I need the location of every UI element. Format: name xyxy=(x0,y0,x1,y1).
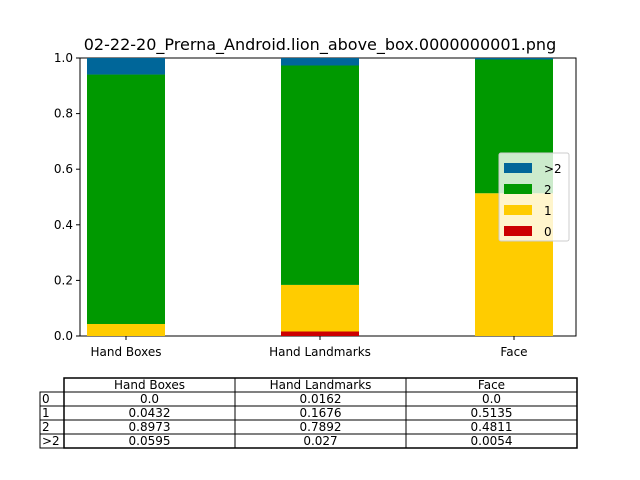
y-tick-label: 0.2 xyxy=(54,273,73,287)
legend-swatch xyxy=(504,163,532,173)
legend-box xyxy=(498,152,570,242)
table-cell-value: 0.4811 xyxy=(471,420,513,434)
legend-label: 2 xyxy=(544,183,552,197)
y-tick-label: 0.4 xyxy=(54,218,73,232)
table-cell-value: 0.0595 xyxy=(129,434,171,448)
table-row-label: 2 xyxy=(42,420,50,434)
legend-label: 0 xyxy=(544,225,552,239)
table-cell-value: 0.0 xyxy=(482,392,501,406)
bar-segment xyxy=(87,323,165,336)
table-col-label: Hand Boxes xyxy=(114,378,185,392)
plot-area: 0.0 0.2 0.4 0.6 0.8 1.0 Hand Boxes Hand Landmar… xyxy=(54,51,577,359)
table-cell-value: 0.8973 xyxy=(129,420,171,434)
y-tick-label: 0.0 xyxy=(54,329,73,343)
legend-swatch xyxy=(504,184,532,194)
chart-title: 02-22-20_Prerna_Android.lion_above_box.0… xyxy=(84,35,556,55)
table-cell-value: 0.0162 xyxy=(300,392,342,406)
x-tick-label: Hand Landmarks xyxy=(269,345,371,359)
table-outline xyxy=(63,377,578,449)
bars-group xyxy=(87,58,553,336)
table-cell-value: 0.0432 xyxy=(129,406,171,420)
y-tick-label: 0.8 xyxy=(54,107,73,121)
bar-segment xyxy=(87,58,165,75)
table-row-label: 0 xyxy=(42,392,50,406)
table-col-label: Face xyxy=(478,378,505,392)
table-cell-value: 0.027 xyxy=(303,434,337,448)
legend-label: 1 xyxy=(544,204,552,218)
legend: >2 2 1 0 xyxy=(498,152,570,242)
legend-swatch xyxy=(504,205,532,215)
table-cell-value: 0.5135 xyxy=(471,406,513,420)
table-cell-value: 0.7892 xyxy=(300,420,342,434)
bar-segment xyxy=(281,58,359,66)
legend-swatch xyxy=(504,226,532,236)
x-tick-label: Face xyxy=(500,345,527,359)
table-row-label: 1 xyxy=(42,406,50,420)
x-tick-label: Hand Boxes xyxy=(91,345,162,359)
bar-segment xyxy=(281,65,359,285)
y-tick-label: 0.6 xyxy=(54,162,73,176)
table-cell-value: 0.0054 xyxy=(471,434,513,448)
table-row-label: >2 xyxy=(42,434,60,448)
bar-segment xyxy=(475,58,553,60)
table-col-label: Hand Landmarks xyxy=(270,378,372,392)
bar-segment xyxy=(281,284,359,332)
table-cell-value: 0.0 xyxy=(140,392,159,406)
table-cell-value: 0.1676 xyxy=(300,406,342,420)
bar-segment xyxy=(281,331,359,336)
legend-label: >2 xyxy=(544,162,562,176)
y-tick-label: 1.0 xyxy=(54,51,73,65)
bar-segment xyxy=(87,74,165,324)
